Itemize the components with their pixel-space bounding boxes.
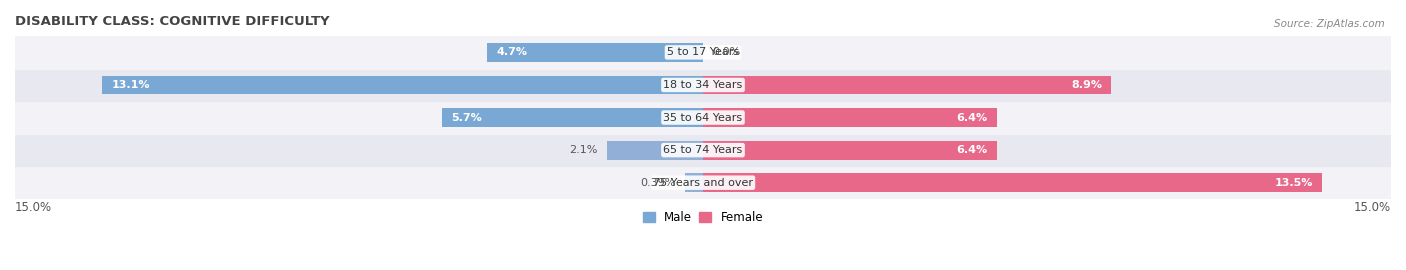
Legend: Male, Female: Male, Female <box>638 207 768 229</box>
Text: 15.0%: 15.0% <box>1354 201 1391 214</box>
Text: 65 to 74 Years: 65 to 74 Years <box>664 145 742 155</box>
Text: 6.4%: 6.4% <box>956 145 987 155</box>
Bar <box>703 141 997 160</box>
Bar <box>15 134 1391 166</box>
Bar <box>606 141 703 160</box>
Bar <box>703 108 997 127</box>
Bar <box>15 69 1391 101</box>
Text: 75 Years and over: 75 Years and over <box>652 178 754 188</box>
Text: 0.0%: 0.0% <box>713 48 741 58</box>
Text: Source: ZipAtlas.com: Source: ZipAtlas.com <box>1274 19 1385 29</box>
Bar <box>441 108 703 127</box>
Bar <box>15 166 1391 199</box>
Text: 5.7%: 5.7% <box>451 113 481 123</box>
Text: 18 to 34 Years: 18 to 34 Years <box>664 80 742 90</box>
Text: 5 to 17 Years: 5 to 17 Years <box>666 48 740 58</box>
Text: 13.5%: 13.5% <box>1275 178 1313 188</box>
Text: 2.1%: 2.1% <box>569 145 598 155</box>
Text: 15.0%: 15.0% <box>15 201 52 214</box>
Text: 13.1%: 13.1% <box>111 80 150 90</box>
Text: 6.4%: 6.4% <box>956 113 987 123</box>
Bar <box>103 76 703 94</box>
Bar <box>488 43 703 62</box>
Bar <box>703 76 1111 94</box>
Bar <box>703 173 1322 192</box>
Text: DISABILITY CLASS: COGNITIVE DIFFICULTY: DISABILITY CLASS: COGNITIVE DIFFICULTY <box>15 15 329 28</box>
Bar <box>685 173 703 192</box>
Text: 0.39%: 0.39% <box>641 178 676 188</box>
Text: 8.9%: 8.9% <box>1071 80 1102 90</box>
Text: 4.7%: 4.7% <box>496 48 527 58</box>
Text: 35 to 64 Years: 35 to 64 Years <box>664 113 742 123</box>
Bar <box>15 36 1391 69</box>
Bar <box>15 101 1391 134</box>
